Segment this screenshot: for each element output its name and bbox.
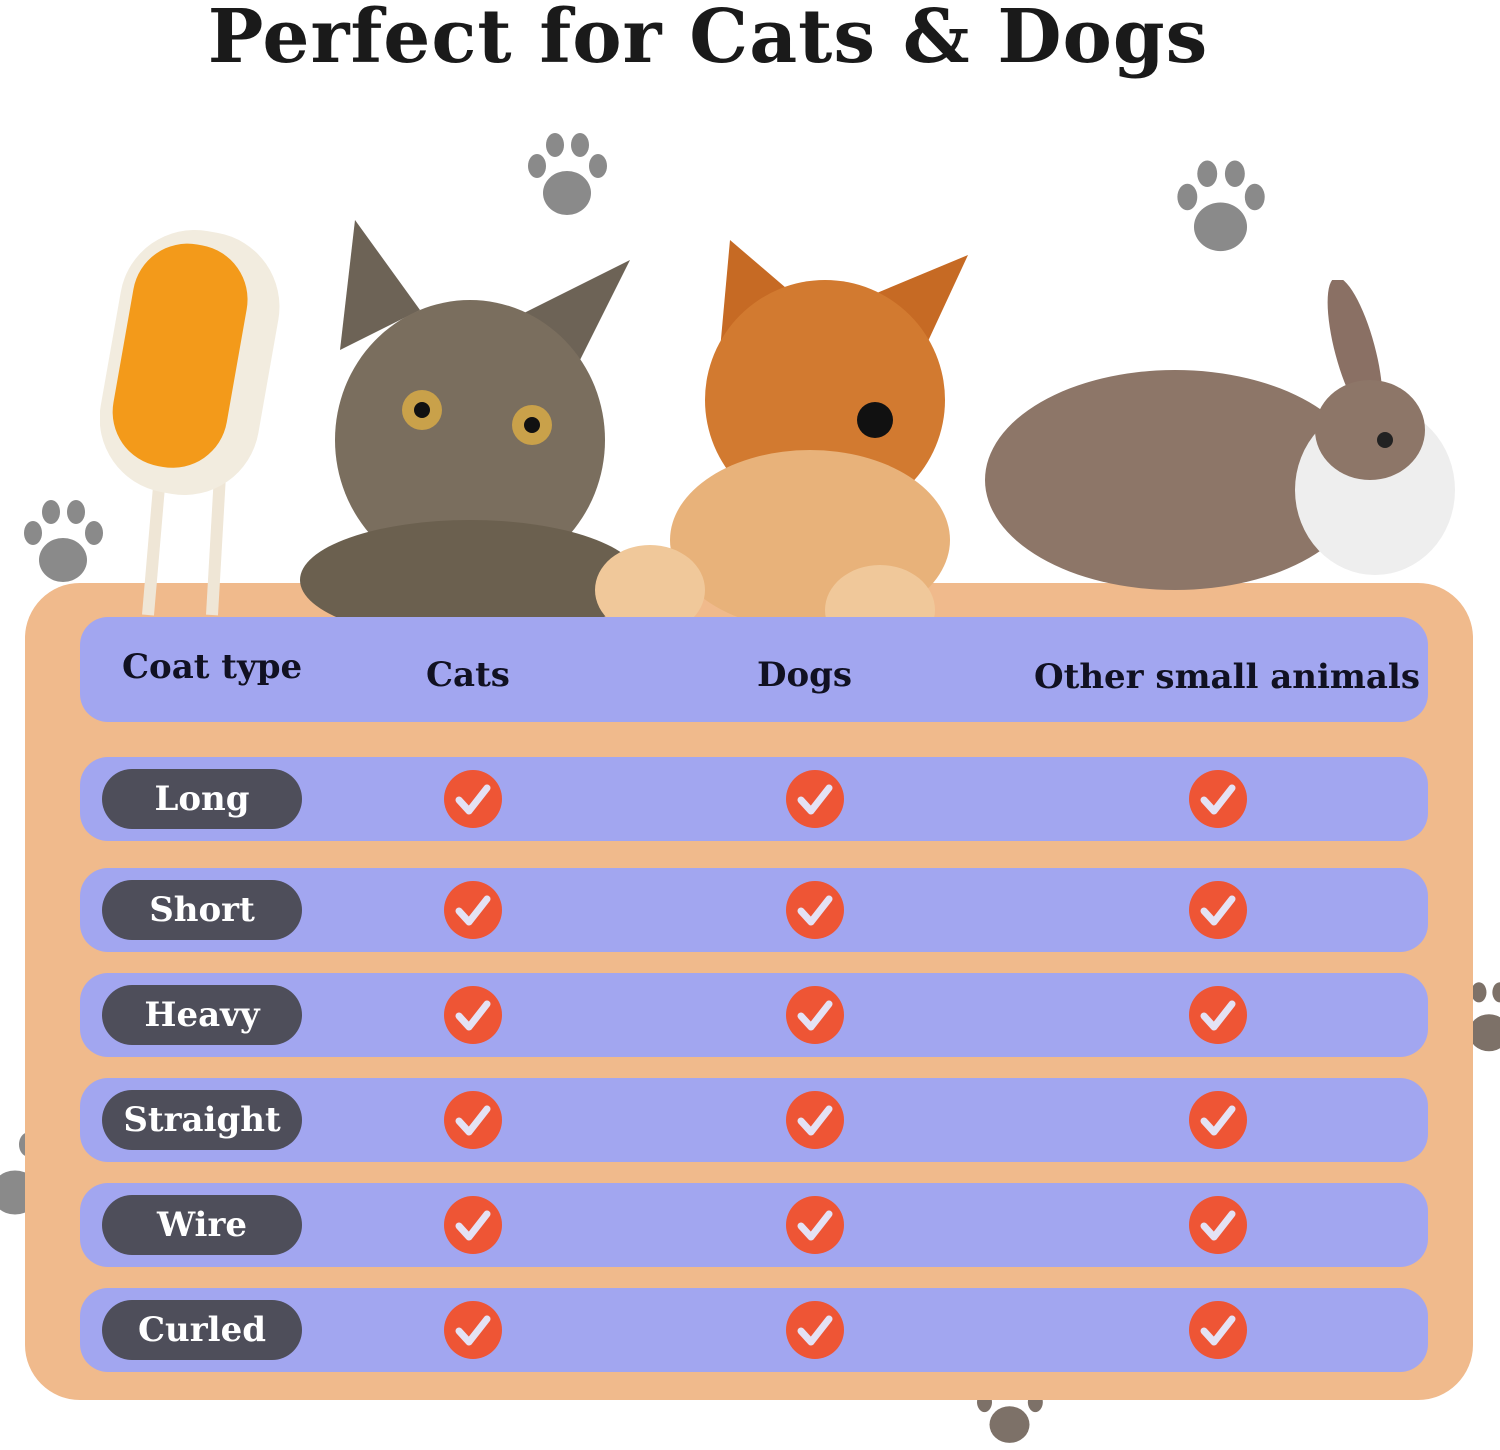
check-circle-icon xyxy=(444,986,502,1044)
check-circle-icon xyxy=(786,770,844,828)
check-circle-icon xyxy=(444,881,502,939)
table-header-row: Coat type Cats Dogs Other small animals xyxy=(80,617,1428,722)
header-cats: Cats xyxy=(426,655,510,695)
check-circle-icon xyxy=(1189,1301,1247,1359)
check-circle-icon xyxy=(786,986,844,1044)
check-circle-icon xyxy=(444,1301,502,1359)
table-row: Straight xyxy=(80,1078,1428,1162)
paw-print-icon xyxy=(1177,160,1265,252)
table-row: Wire xyxy=(80,1183,1428,1267)
header-coat-type: Coat type xyxy=(122,647,303,687)
table-row: Heavy xyxy=(80,973,1428,1057)
coat-type-label: Curled xyxy=(102,1300,302,1360)
coat-type-label: Wire xyxy=(102,1195,302,1255)
check-circle-icon xyxy=(1189,986,1247,1044)
dog-image xyxy=(595,240,968,655)
paw-print-icon xyxy=(24,500,103,582)
cat-image xyxy=(300,220,630,640)
coat-type-label: Long xyxy=(102,769,302,829)
check-circle-icon xyxy=(786,881,844,939)
table-row: Curled xyxy=(80,1288,1428,1372)
check-circle-icon xyxy=(1189,881,1247,939)
check-circle-icon xyxy=(1189,1091,1247,1149)
check-circle-icon xyxy=(1189,1196,1247,1254)
coat-type-label: Straight xyxy=(102,1090,302,1150)
table-row: Short xyxy=(80,868,1428,952)
check-circle-icon xyxy=(444,1091,502,1149)
coat-type-label: Heavy xyxy=(102,985,302,1045)
check-circle-icon xyxy=(444,770,502,828)
check-circle-icon xyxy=(786,1091,844,1149)
rabbit-image xyxy=(985,280,1455,590)
table-row: Long xyxy=(80,757,1428,841)
header-other-small-animals: Other small animals xyxy=(1034,657,1420,697)
check-circle-icon xyxy=(786,1196,844,1254)
steam-brush-image xyxy=(100,229,280,616)
coat-type-label: Short xyxy=(102,880,302,940)
check-circle-icon xyxy=(786,1301,844,1359)
check-circle-icon xyxy=(1189,770,1247,828)
header-dogs: Dogs xyxy=(757,655,853,695)
check-circle-icon xyxy=(444,1196,502,1254)
paw-print-icon xyxy=(528,133,607,215)
page-title: Perfect for Cats & Dogs xyxy=(207,0,1209,80)
